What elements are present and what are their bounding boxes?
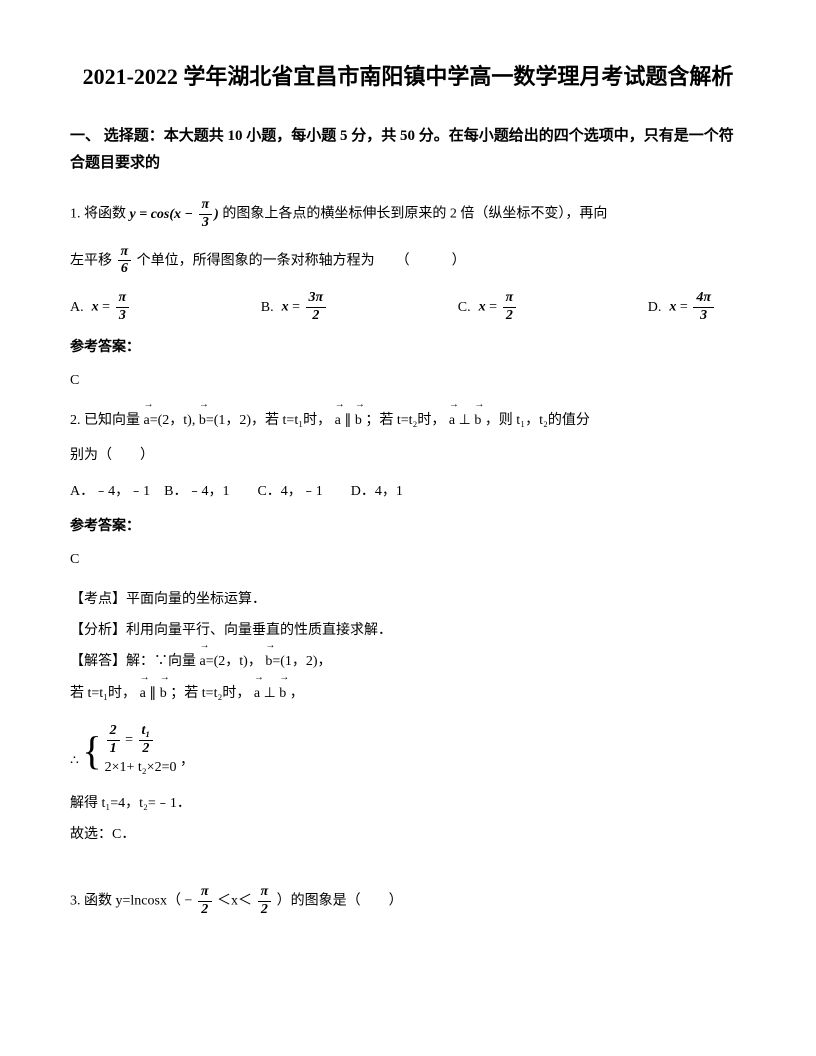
vector-a-icon: a xyxy=(144,408,150,433)
q2-point: 【考点】平面向量的坐标运算． xyxy=(70,587,746,612)
q1-option-b: B. x = 3π2 xyxy=(261,290,328,325)
vector-a6-icon: a xyxy=(254,681,260,706)
q3-suffix: ）的图象是（ ） xyxy=(277,894,403,909)
q2-cond3: ， xyxy=(290,686,304,701)
vector-b4-icon: b xyxy=(265,649,272,674)
sys-line2: 2×1+ t₂×2=0 xyxy=(105,757,177,779)
q2-line2: 别为（ ） xyxy=(70,443,746,468)
vector-a4-icon: a xyxy=(200,649,206,674)
q2-cond1-rel: ∥ xyxy=(149,686,156,701)
q1-option-d: D. x = 4π3 xyxy=(648,290,716,325)
vector-b6-icon: b xyxy=(279,681,286,706)
q1-text2: 左平移 xyxy=(70,253,112,268)
q1-answer-label: 参考答案： xyxy=(70,335,746,360)
q2-analysis: 【分析】利用向量平行、向量垂直的性质直接求解． xyxy=(70,618,746,643)
q2-solve-label: 【解答】解：∵向量 xyxy=(70,654,196,669)
q2-text2: ；若 t=t₂时， xyxy=(365,413,445,428)
q3-mid: ＜x＜ xyxy=(217,894,252,909)
q2-system: ∴ { 21 = t₁2 2×1+ t₂×2=0 ， xyxy=(70,718,746,785)
q2-line1: 2. 已知向量 a=(2，t), b=(1，2)，若 t=t₁时， a ∥ b … xyxy=(70,408,746,433)
vector-a3-icon: a xyxy=(449,408,455,433)
q2-perp: ⊥ xyxy=(459,413,471,428)
q2-result: 解得 t₁=4，t₂=﹣1． xyxy=(70,791,746,816)
q2-prefix: 2. 已知向量 xyxy=(70,413,140,428)
q1-text1: 的图象上各点的横坐标伸长到原来的 2 倍（纵坐标不变），再向 xyxy=(222,207,607,222)
q2-parallel: ∥ xyxy=(344,413,351,428)
q3-neg: − xyxy=(184,894,192,909)
section-header: 一、 选择题：本大题共 10 小题，每小题 5 分，共 50 分。在每小题给出的… xyxy=(70,123,746,177)
vector-b2-icon: b xyxy=(355,408,362,433)
q1-option-a: A. x = π3 xyxy=(70,290,131,325)
q3-prefix: 3. 函数 y=lncosx（ xyxy=(70,894,181,909)
q1-text3: 个单位，所得图象的一条对称轴方程为 （ ） xyxy=(137,253,466,268)
vector-b-icon: b xyxy=(199,408,206,433)
q1-options: A. x = π3 B. x = 3π2 C. x = π2 D. x = 4π… xyxy=(70,290,746,325)
q2-conditions: 若 t=t₁时， a ∥ b ；若 t=t₂时， a ⊥ b ， xyxy=(70,681,746,706)
q2-cond1: 若 t=t₁时， xyxy=(70,686,136,701)
q2-answer: C xyxy=(70,547,746,572)
q2-solve-a: =(2，t)， xyxy=(206,654,262,669)
q2-solve: 【解答】解：∵向量 a=(2，t)， b=(1，2)， xyxy=(70,649,746,674)
q2-text3: ，则 t₁，t₂的值分 xyxy=(485,413,590,428)
q2-solve-b: =(1，2)， xyxy=(272,654,331,669)
q3-line: 3. 函数 y=lncosx（ − π2 ＜x＜ π2 ）的图象是（ ） xyxy=(70,884,746,919)
vector-a5-icon: a xyxy=(140,681,146,706)
q1-optD-label: D. xyxy=(648,295,662,320)
sys-line1: 21 = t₁2 xyxy=(105,723,177,758)
q1-answer: C xyxy=(70,368,746,393)
q1-formula: y = cos(x − π3) xyxy=(130,207,223,222)
question-3: 3. 函数 y=lncosx（ − π2 ＜x＜ π2 ）的图象是（ ） xyxy=(70,884,746,919)
q1-optB-label: B. xyxy=(261,295,274,320)
q2-b-val: =(1，2)，若 t=t₁时， xyxy=(206,413,331,428)
q1-line2: 左平移 π6 个单位，所得图象的一条对称轴方程为 （ ） xyxy=(70,244,746,279)
q2-therefore: ∴ xyxy=(70,753,79,768)
q2-cond2-rel: ⊥ xyxy=(264,686,276,701)
vector-b3-icon: b xyxy=(474,408,481,433)
q1-option-c: C. x = π2 xyxy=(458,290,518,325)
q2-comma: ， xyxy=(180,753,194,768)
q1-optC-label: C. xyxy=(458,295,471,320)
q2-cond2: ；若 t=t₂时， xyxy=(170,686,250,701)
vector-a2-icon: a xyxy=(335,408,341,433)
question-1: 1. 将函数 y = cos(x − π3) 的图象上各点的横坐标伸长到原来的 … xyxy=(70,197,746,393)
q1-optA-label: A. xyxy=(70,295,84,320)
q1-line1: 1. 将函数 y = cos(x − π3) 的图象上各点的横坐标伸长到原来的 … xyxy=(70,197,746,232)
question-2: 2. 已知向量 a=(2，t), b=(1，2)，若 t=t₁时， a ∥ b … xyxy=(70,408,746,847)
q2-answer-label: 参考答案： xyxy=(70,514,746,539)
brace-icon: { xyxy=(82,731,101,771)
vector-b5-icon: b xyxy=(160,681,167,706)
page-title: 2021-2022 学年湖北省宜昌市南阳镇中学高一数学理月考试题含解析 xyxy=(70,60,746,93)
q2-options: A．﹣4，﹣1 B．﹣4，1 C．4，﹣1 D．4，1 xyxy=(70,479,746,504)
q2-conclusion: 故选：C． xyxy=(70,822,746,847)
q2-a-val: =(2，t), xyxy=(150,413,196,428)
q1-prefix: 1. 将函数 xyxy=(70,207,126,222)
